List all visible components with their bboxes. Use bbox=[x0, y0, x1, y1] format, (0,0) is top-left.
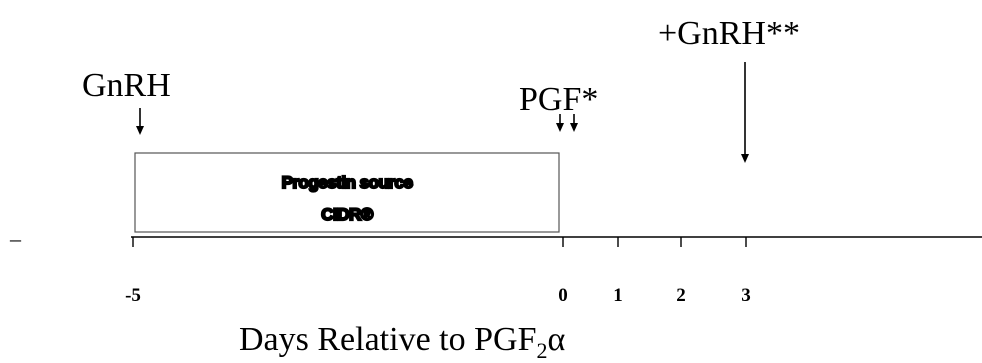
pgf-label: PGF* bbox=[519, 81, 598, 118]
axis-tick-label-0: -5 bbox=[125, 285, 141, 306]
left-dash-mark: – bbox=[9, 226, 22, 251]
progestin-box bbox=[134, 152, 560, 233]
gnrh-start-label: GnRH bbox=[82, 67, 171, 104]
pgf-arrow-first bbox=[556, 114, 564, 132]
axis-tick-label-3: 2 bbox=[676, 285, 686, 306]
axis-title: Days Relative to PGF2α bbox=[239, 321, 565, 358]
gnrh-end-label: +GnRH** bbox=[658, 15, 800, 52]
axis-tick-label-1: 0 bbox=[558, 285, 568, 306]
axis-title-main: Days Relative to PGF bbox=[239, 321, 536, 358]
pgf-arrow-second bbox=[570, 114, 578, 132]
axis-tick-label-4: 3 bbox=[741, 285, 751, 306]
gnrh-start-arrow bbox=[136, 108, 144, 135]
axis-title-subscript: 2 bbox=[536, 338, 547, 358]
axis-title-alpha: α bbox=[547, 321, 565, 358]
axis-tick-label-2: 1 bbox=[613, 285, 623, 306]
gnrh-end-arrow bbox=[741, 62, 749, 163]
progestin-box-line2: CIDR® bbox=[321, 205, 374, 224]
progestin-box-line1: Progestin source bbox=[282, 173, 413, 192]
axis-ticks: -5 0 1 2 3 bbox=[125, 237, 751, 306]
